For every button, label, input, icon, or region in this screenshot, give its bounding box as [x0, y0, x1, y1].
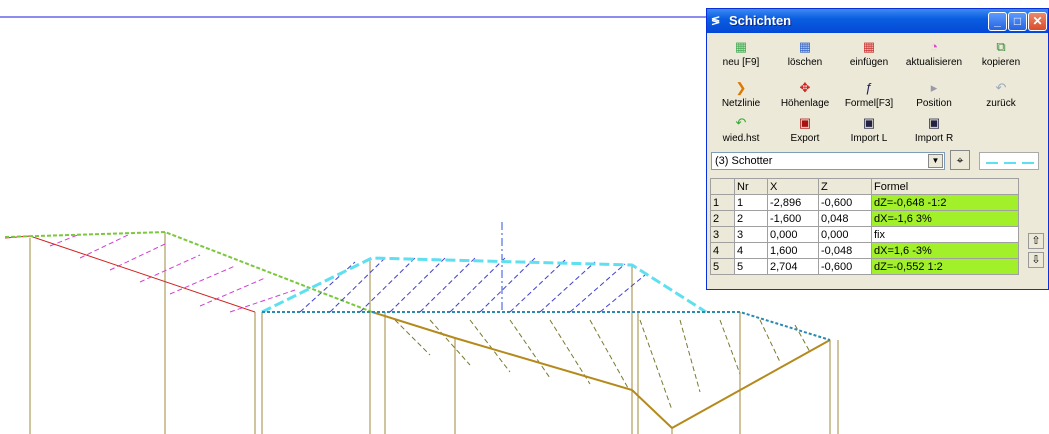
ground-line: [371, 311, 831, 430]
cell-nr[interactable]: 2: [734, 210, 768, 227]
row-number[interactable]: 1: [710, 194, 735, 211]
import-right-button[interactable]: ▣ Import R: [914, 115, 954, 144]
pin-button[interactable]: ⌖: [950, 150, 970, 170]
height-position-button[interactable]: ✥ Höhenlage: [780, 80, 830, 109]
move-down-button[interactable]: ⇩: [1028, 252, 1044, 268]
refresh-button[interactable]: ◔ aktualisieren: [905, 39, 963, 68]
import-right-icon: ▣: [927, 115, 941, 130]
table-header-row: Nr X Z Formel: [710, 178, 1019, 195]
layer-outline: [261, 256, 707, 314]
table-row[interactable]: 3 3 0,000 0,000 fix: [710, 226, 1019, 243]
cell-x[interactable]: 1,600: [767, 242, 819, 259]
left-embankment-hatch: [49, 233, 296, 313]
back-button[interactable]: ↶ zurück: [986, 80, 1016, 109]
window-title: Schichten: [729, 13, 792, 28]
export-button[interactable]: ▣ Export: [790, 115, 820, 144]
cell-x[interactable]: -2,896: [767, 194, 819, 211]
copy-button[interactable]: ⧉ kopieren: [981, 39, 1021, 68]
right-embankment-hatch: [394, 319, 811, 411]
minimize-button[interactable]: _: [988, 12, 1007, 31]
import-left-button[interactable]: ▣ Import L: [850, 115, 888, 144]
netline-button[interactable]: ❯ Netzlinie: [721, 80, 761, 109]
left-embankment-top: [4, 230, 373, 313]
layer-select-value: (3) Schotter: [715, 155, 773, 167]
move-up-button[interactable]: ⇧: [1028, 233, 1044, 249]
cell-formel[interactable]: dX=-1,6 3%: [871, 210, 1019, 227]
cell-z[interactable]: -0,600: [818, 194, 872, 211]
table-row[interactable]: 4 4 1,600 -0,048 dX=1,6 -3%: [710, 242, 1019, 259]
formula-button[interactable]: ƒ Formel[F3]: [844, 80, 894, 109]
back-icon: ↶: [995, 80, 1007, 95]
import-left-icon: ▣: [862, 115, 876, 130]
refresh-icon: ◔: [930, 39, 938, 54]
formula-icon: ƒ: [865, 80, 873, 95]
pin-icon: ⌖: [956, 153, 964, 167]
new-layer-icon: ▦: [734, 39, 748, 54]
position-button[interactable]: ▸ Position: [916, 80, 952, 109]
insert-layer-button[interactable]: ▦ einfügen: [849, 39, 889, 68]
restore-icon: ↶: [735, 115, 747, 130]
export-icon: ▣: [798, 115, 812, 130]
maximize-button[interactable]: □: [1008, 12, 1027, 31]
cell-formel[interactable]: dZ=-0,648 -1:2: [871, 194, 1019, 211]
delete-layer-icon: ▦: [798, 39, 812, 54]
layer-select[interactable]: (3) Schotter ▼: [711, 152, 945, 170]
chevron-down-icon[interactable]: ▼: [928, 154, 943, 168]
copy-icon: ⧉: [996, 39, 1006, 54]
cell-z[interactable]: -0,048: [818, 242, 872, 259]
points-table[interactable]: Nr X Z Formel 1 1 -2,896 -0,600 dZ=-0,64…: [710, 178, 1019, 275]
cell-formel[interactable]: dZ=-0,552 1:2: [871, 258, 1019, 275]
table-row[interactable]: 1 1 -2,896 -0,600 dZ=-0,648 -1:2: [710, 194, 1019, 211]
cell-z[interactable]: -0,600: [818, 258, 872, 275]
column-header-x[interactable]: X: [767, 178, 819, 195]
cell-x[interactable]: 0,000: [767, 226, 819, 243]
row-number[interactable]: 4: [710, 242, 735, 259]
row-number[interactable]: 3: [710, 226, 735, 243]
cell-x[interactable]: -1,600: [767, 210, 819, 227]
table-row[interactable]: 2 2 -1,600 0,048 dX=-1,6 3%: [710, 210, 1019, 227]
cell-formel[interactable]: fix: [871, 226, 1019, 243]
layer-hatch: [299, 257, 646, 313]
column-header-z[interactable]: Z: [818, 178, 872, 195]
new-layer-button[interactable]: ▦ neu [F9]: [722, 39, 760, 68]
restore-button[interactable]: ↶ wied.hst: [722, 115, 760, 144]
layers-icon: ≶: [711, 15, 721, 27]
table-row[interactable]: 5 5 2,704 -0,600 dZ=-0,552 1:2: [710, 258, 1019, 275]
arrow-up-icon: ⇧: [1031, 235, 1041, 247]
column-header-formel[interactable]: Formel: [871, 178, 1019, 195]
cell-nr[interactable]: 4: [734, 242, 768, 259]
cell-x[interactable]: 2,704: [767, 258, 819, 275]
close-button[interactable]: ✕: [1028, 12, 1047, 31]
title-bar[interactable]: ≶ Schichten _ □ ✕: [707, 9, 1048, 33]
station-lines: [29, 232, 839, 434]
cell-nr[interactable]: 5: [734, 258, 768, 275]
delete-layer-button[interactable]: ▦ löschen: [787, 39, 823, 68]
schichten-window[interactable]: ≶ Schichten _ □ ✕ ▦ neu [F9] ▦ löschen ▦…: [706, 8, 1049, 290]
cell-formel[interactable]: dX=1,6 -3%: [871, 242, 1019, 259]
insert-layer-icon: ▦: [862, 39, 876, 54]
arrow-down-icon: ⇩: [1031, 254, 1041, 266]
cell-nr[interactable]: 3: [734, 226, 768, 243]
row-header-corner: [710, 178, 735, 195]
line-style-preview: [979, 152, 1039, 170]
cell-nr[interactable]: 1: [734, 194, 768, 211]
netline-icon: ❯: [735, 80, 747, 95]
cell-z[interactable]: 0,048: [818, 210, 872, 227]
height-position-icon: ✥: [799, 80, 811, 95]
layer-base-line: [262, 311, 831, 341]
cell-z[interactable]: 0,000: [818, 226, 872, 243]
column-header-nr[interactable]: Nr: [734, 178, 768, 195]
row-number[interactable]: 2: [710, 210, 735, 227]
position-icon: ▸: [930, 80, 938, 95]
row-number[interactable]: 5: [710, 258, 735, 275]
